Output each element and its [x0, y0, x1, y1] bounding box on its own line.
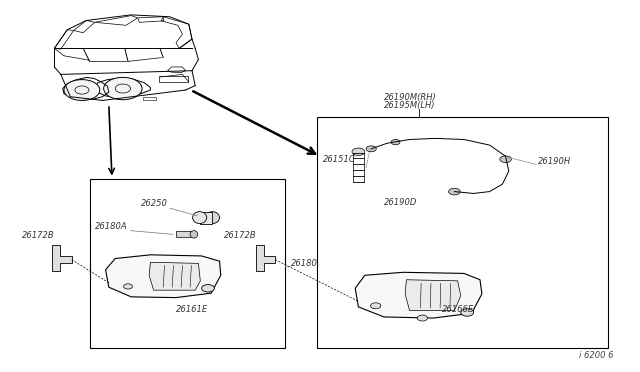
Text: 26151C: 26151C	[323, 155, 356, 164]
Circle shape	[352, 148, 365, 155]
Bar	[176, 231, 194, 237]
Polygon shape	[52, 245, 72, 271]
Polygon shape	[405, 280, 461, 311]
Circle shape	[124, 284, 132, 289]
Polygon shape	[149, 262, 200, 290]
Polygon shape	[106, 255, 221, 298]
Circle shape	[461, 309, 474, 316]
Text: 26161E: 26161E	[176, 305, 208, 314]
Text: 26172B: 26172B	[224, 231, 256, 240]
Bar	[200, 212, 212, 224]
Ellipse shape	[205, 212, 220, 224]
Text: i 6200 6: i 6200 6	[579, 351, 613, 360]
Bar	[90, 179, 285, 348]
Bar	[143, 97, 156, 100]
Circle shape	[104, 77, 142, 100]
Circle shape	[417, 315, 428, 321]
Ellipse shape	[193, 212, 207, 224]
Circle shape	[202, 285, 214, 292]
Text: 26180: 26180	[291, 259, 318, 268]
Bar	[317, 117, 608, 348]
Circle shape	[391, 140, 400, 145]
Circle shape	[64, 80, 100, 100]
Circle shape	[449, 188, 460, 195]
Text: 26190H: 26190H	[538, 157, 571, 166]
Text: 26190M(RH): 26190M(RH)	[384, 93, 436, 102]
Circle shape	[366, 146, 376, 152]
Text: 26180A: 26180A	[95, 222, 128, 231]
Polygon shape	[355, 272, 482, 318]
Ellipse shape	[190, 231, 198, 238]
Polygon shape	[256, 245, 275, 271]
Bar	[159, 76, 188, 82]
Circle shape	[371, 303, 381, 309]
Text: 26166E: 26166E	[442, 305, 474, 314]
Text: 26195M(LH): 26195M(LH)	[384, 101, 435, 110]
Circle shape	[500, 156, 511, 163]
Text: 26172B: 26172B	[22, 231, 54, 240]
Text: 26250: 26250	[141, 199, 168, 208]
Text: 26190D: 26190D	[384, 198, 417, 206]
